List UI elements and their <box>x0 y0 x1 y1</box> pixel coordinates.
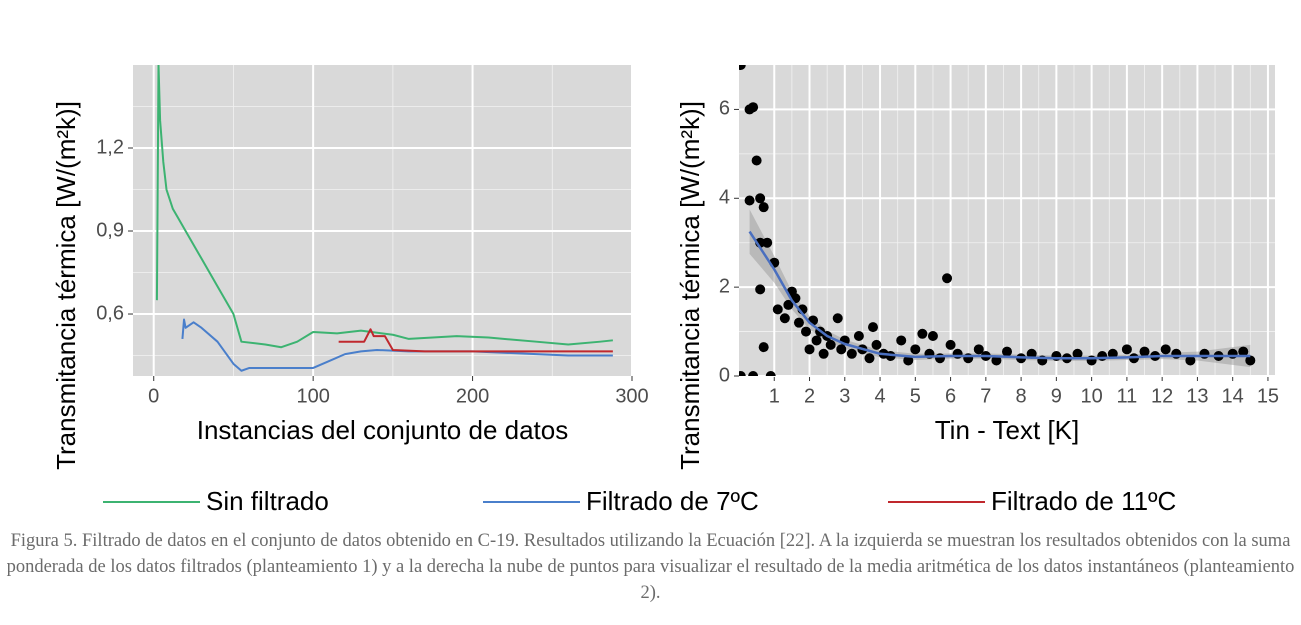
x-tick-label: 300 <box>615 385 648 407</box>
x-tick-label: 9 <box>1051 385 1062 407</box>
point <box>758 342 769 353</box>
point <box>739 65 746 70</box>
point <box>963 353 974 364</box>
point <box>779 313 790 324</box>
point <box>942 273 953 284</box>
point <box>783 299 794 310</box>
point <box>864 353 875 364</box>
point <box>755 284 766 295</box>
point <box>836 344 847 355</box>
x-tick-label: 8 <box>1016 385 1027 407</box>
point <box>846 348 857 359</box>
point <box>1199 348 1210 359</box>
point <box>853 331 864 342</box>
x-tick-label: 1 <box>769 385 780 407</box>
point <box>1026 348 1037 359</box>
x-tick-label: 4 <box>874 385 885 407</box>
legend-label: Sin filtrado <box>206 486 329 516</box>
point <box>832 313 843 324</box>
point <box>1051 351 1062 362</box>
y-axis-title: Transmitancia térmica [W/(m²k)] <box>675 101 705 470</box>
point <box>1002 346 1012 357</box>
y-tick-label: 0,6 <box>96 302 124 324</box>
point <box>1227 348 1238 359</box>
point <box>825 339 836 350</box>
point <box>896 335 907 346</box>
point <box>1121 344 1132 355</box>
x-tick-label: 14 <box>1222 385 1244 407</box>
point <box>910 344 921 355</box>
x-tick-label: 100 <box>296 385 329 407</box>
legend-label: Filtrado de 7ºC <box>586 486 759 516</box>
point <box>811 335 822 346</box>
point <box>871 339 882 350</box>
point <box>1245 355 1256 366</box>
point <box>1185 355 1196 366</box>
point <box>739 371 746 376</box>
point <box>758 202 769 213</box>
point <box>818 348 829 359</box>
x-tick-label: 11 <box>1117 385 1138 407</box>
point <box>748 371 759 376</box>
point <box>751 155 762 166</box>
point <box>952 348 963 359</box>
point <box>744 195 755 206</box>
figure-caption: Figura 5. Filtrado de datos en el conjun… <box>6 531 1295 603</box>
point <box>1072 348 1083 359</box>
x-tick-label: 6 <box>945 385 956 407</box>
point <box>1139 346 1150 357</box>
point <box>927 331 938 342</box>
point <box>1238 346 1249 357</box>
x-tick-label: 200 <box>456 385 489 407</box>
point <box>762 237 773 248</box>
point <box>917 328 928 339</box>
x-tick-label: 15 <box>1257 385 1279 407</box>
x-axis-title: Tin - Text [K] <box>935 415 1080 445</box>
plot-area <box>155 65 613 372</box>
panel <box>133 65 632 376</box>
point <box>772 304 783 315</box>
line <box>155 65 613 349</box>
plot-area <box>739 65 1256 376</box>
point <box>765 371 776 376</box>
x-axis-title: Instancias del conjunto de datos <box>197 415 568 445</box>
point <box>1097 351 1108 362</box>
point <box>868 322 878 333</box>
point <box>935 353 945 364</box>
x-tick-label: 0 <box>148 385 159 407</box>
point <box>973 344 984 355</box>
smooth-line <box>748 230 1251 360</box>
point <box>793 317 804 328</box>
y-tick-label: 2 <box>719 275 730 297</box>
point <box>804 344 815 355</box>
y-axis-title: Transmitancia térmica [W/(m²k)] <box>51 101 81 470</box>
point <box>1160 344 1171 355</box>
panel <box>739 65 1275 376</box>
y-tick-label: 0,9 <box>96 219 124 241</box>
point <box>1171 348 1182 359</box>
y-tick-label: 4 <box>719 187 730 209</box>
point <box>748 102 759 113</box>
point <box>903 355 914 366</box>
line <box>338 328 613 353</box>
y-tick-label: 6 <box>719 98 730 120</box>
x-tick-label: 5 <box>910 385 921 407</box>
legend-label: Filtrado de 11ºC <box>991 486 1176 516</box>
point <box>991 355 1002 366</box>
x-tick-label: 10 <box>1081 385 1103 407</box>
x-tick-label: 3 <box>839 385 850 407</box>
y-tick-label: 0 <box>719 364 730 386</box>
point <box>1107 348 1118 359</box>
y-tick-label: 1,2 <box>96 136 124 158</box>
point <box>801 326 811 337</box>
x-tick-label: 13 <box>1186 385 1208 407</box>
x-tick-label: 7 <box>980 385 991 407</box>
x-tick-label: 12 <box>1151 385 1173 407</box>
x-tick-label: 2 <box>804 385 815 407</box>
point <box>755 193 766 204</box>
point <box>945 339 956 350</box>
